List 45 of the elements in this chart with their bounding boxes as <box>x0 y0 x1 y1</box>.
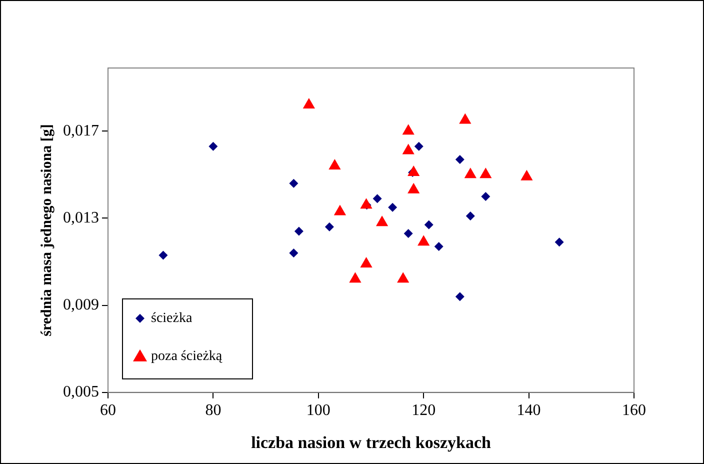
point <box>328 158 341 170</box>
point <box>294 226 304 236</box>
point <box>360 198 372 209</box>
point <box>289 248 298 258</box>
point <box>408 166 420 176</box>
point <box>424 220 434 230</box>
x-tick-label: 80 <box>205 402 222 420</box>
y-tick-label: 0,005 <box>63 384 99 401</box>
point <box>334 204 346 216</box>
point <box>480 168 492 178</box>
y-tick-label: 0,017 <box>63 122 99 140</box>
point <box>408 182 420 194</box>
y-tick-label: 0,013 <box>63 209 99 226</box>
point <box>158 250 168 260</box>
point <box>459 113 472 124</box>
point <box>455 292 464 302</box>
point <box>464 168 476 178</box>
point <box>208 142 218 151</box>
point <box>554 238 564 247</box>
legend-label: ścieżka <box>151 311 193 326</box>
point <box>414 142 424 151</box>
point <box>434 242 444 252</box>
point <box>302 98 315 109</box>
point <box>466 212 475 221</box>
point <box>402 144 414 154</box>
x-tick-label: 120 <box>412 402 436 420</box>
x-tick-label: 160 <box>622 402 646 420</box>
point <box>455 154 464 164</box>
point <box>289 178 298 188</box>
point <box>402 124 414 135</box>
point <box>324 222 334 232</box>
x-tick-label: 140 <box>516 402 541 420</box>
x-tick-label: 60 <box>100 402 116 420</box>
point <box>418 235 430 246</box>
point <box>388 202 398 212</box>
point <box>404 228 413 238</box>
y-tick-label: 0,009 <box>63 296 99 314</box>
point <box>481 192 490 201</box>
x-tick-label: 100 <box>306 402 330 420</box>
point <box>376 216 388 226</box>
x-axis-title: liczba nasion w trzech koszykach <box>251 433 492 452</box>
y-axis-title: średnia masa jednego nasiona [g] <box>38 124 55 336</box>
point <box>520 170 533 180</box>
legend-label: poza ścieżką <box>151 349 223 364</box>
point <box>372 194 382 204</box>
